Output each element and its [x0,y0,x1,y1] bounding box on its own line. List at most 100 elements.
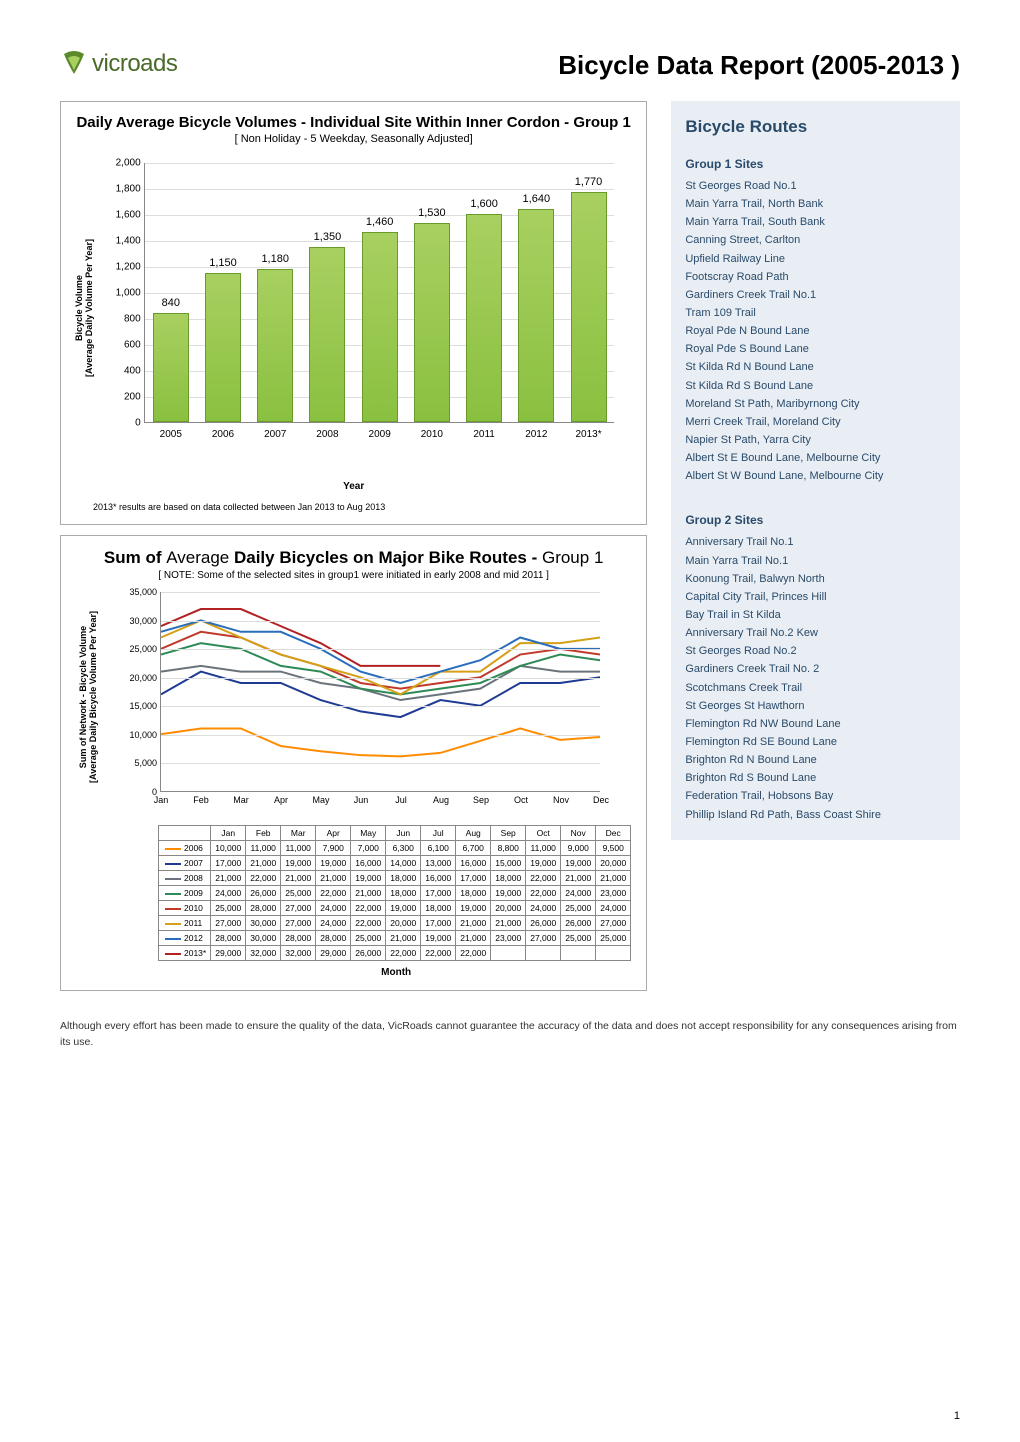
legend-value-cell: 11,000 [526,841,561,856]
chart1-bar-label: 840 [146,297,196,309]
legend-value-cell: 19,000 [561,856,596,871]
chart2-x-label: Month [73,967,634,978]
site-list-item: Bay Trail in St Kilda [685,606,946,624]
site-list-item: Napier St Path, Yarra City [685,431,946,449]
legend-value-cell: 6,100 [421,841,456,856]
legend-value-cell: 22,000 [456,946,491,961]
legend-value-cell: 24,000 [526,901,561,916]
legend-value-cell: 6,300 [386,841,421,856]
site-list-item: Albert St W Bound Lane, Melbourne City [685,467,946,485]
chart1-xtick: 2013* [564,429,614,440]
legend-header-cell: Nov [561,826,596,841]
legend-year-cell: 2009 [159,886,211,901]
site-list-item: Main Yarra Trail No.1 [685,552,946,570]
legend-value-cell [526,946,561,961]
chart1-plot: Bicycle Volume [Average Daily Volume Per… [84,153,624,463]
legend-value-cell: 26,000 [561,916,596,931]
chart1-bar [257,269,293,422]
chart2-xtick: Jul [383,795,419,805]
legend-value-cell: 28,000 [246,901,281,916]
disclaimer-text: Although every effort has been made to e… [60,1019,960,1051]
chart2-xtick: Feb [183,795,219,805]
chart1-xtick: 2005 [146,429,196,440]
site-list-item: Footscray Road Path [685,268,946,286]
site-list-item: Royal Pde S Bound Lane [685,340,946,358]
chart1-xtick: 2006 [198,429,248,440]
legend-value-cell: 28,000 [316,931,351,946]
chart1-xtick: 2007 [250,429,300,440]
legend-value-cell: 19,000 [316,856,351,871]
site-list-item: Flemington Rd NW Bound Lane [685,715,946,733]
legend-value-cell: 19,000 [386,901,421,916]
chart1-bar [309,247,345,423]
chart2-series-line [161,632,600,689]
legend-value-cell: 13,000 [421,856,456,871]
report-title: Bicycle Data Report (2005-2013 ) [558,50,960,81]
legend-value-cell: 18,000 [491,871,526,886]
legend-value-cell: 16,000 [421,871,456,886]
legend-value-cell: 17,000 [421,886,456,901]
site-list-item: Tram 109 Trail [685,304,946,322]
site-list-item: St Kilda Rd S Bound Lane [685,377,946,395]
site-list-item: Royal Pde N Bound Lane [685,322,946,340]
chart1-bar-label: 1,350 [302,231,352,243]
legend-value-cell: 18,000 [421,901,456,916]
legend-value-cell: 10,000 [211,841,246,856]
chart1-ytick: 0 [103,418,141,429]
site-list-item: Phillip Island Rd Path, Bass Coast Shire [685,806,946,824]
legend-value-cell: 29,000 [211,946,246,961]
chart1-bar-label: 1,530 [407,207,457,219]
page-header: vicroads Bicycle Data Report (2005-2013 … [60,50,960,81]
legend-value-cell: 24,000 [316,901,351,916]
legend-value-cell: 21,000 [491,916,526,931]
legend-value-cell: 19,000 [526,856,561,871]
chart2-ytick: 10,000 [119,730,157,740]
chart2-xtick: Sep [463,795,499,805]
chart1-bar-label: 1,600 [459,198,509,210]
site-list-item: Moreland St Path, Maribyrnong City [685,395,946,413]
chart1-ytick: 1,000 [103,288,141,299]
sidebar-title: Bicycle Routes [685,117,946,137]
vicroads-logo: vicroads [60,50,177,78]
chart1-ytick: 1,800 [103,184,141,195]
chart1-bar-label: 1,640 [511,193,561,205]
chart2-plot: Sum of Network - Bicycle Volume [Average… [118,587,608,807]
legend-value-cell: 19,000 [421,931,456,946]
chart2-xtick: Jun [343,795,379,805]
legend-value-cell: 32,000 [281,946,316,961]
group2-site-list: Anniversary Trail No.1Main Yarra Trail N… [685,533,946,823]
chart2-xtick: May [303,795,339,805]
legend-header-cell: Aug [456,826,491,841]
site-list-item: St Georges Road No.1 [685,177,946,195]
chart1-xtick: 2010 [407,429,457,440]
legend-value-cell: 19,000 [491,886,526,901]
chart2-legend-table: JanFebMarAprMayJunJulAugSepOctNovDec2006… [158,825,631,961]
chart2-xtick: Mar [223,795,259,805]
chart2-container: Sum of Average Daily Bicycles on Major B… [60,535,647,991]
site-list-item: Upfield Railway Line [685,250,946,268]
chart1-note: 2013* results are based on data collecte… [73,502,634,512]
chart1-ytick: 1,200 [103,262,141,273]
sidebar: Bicycle Routes Group 1 Sites St Georges … [671,101,960,840]
chart1-container: Daily Average Bicycle Volumes - Individu… [60,101,647,525]
legend-value-cell: 19,000 [281,856,316,871]
legend-value-cell: 30,000 [246,931,281,946]
legend-value-cell: 7,900 [316,841,351,856]
chart2-ytick: 15,000 [119,701,157,711]
chart1-ytick: 400 [103,366,141,377]
legend-value-cell: 21,000 [386,931,421,946]
legend-value-cell: 28,000 [211,931,246,946]
chart2-series-line [161,728,600,756]
legend-value-cell: 27,000 [526,931,561,946]
legend-value-cell: 25,000 [596,931,631,946]
legend-year-cell: 2011 [159,916,211,931]
legend-value-cell: 14,000 [386,856,421,871]
site-list-item: Koonung Trail, Balwyn North [685,570,946,588]
legend-value-cell: 30,000 [246,916,281,931]
legend-value-cell: 20,000 [596,856,631,871]
legend-value-cell: 20,000 [386,916,421,931]
legend-year-cell: 2010 [159,901,211,916]
chart1-title: Daily Average Bicycle Volumes - Individu… [73,114,634,131]
site-list-item: Scotchmans Creek Trail [685,679,946,697]
chart1-bar-label: 1,770 [564,176,614,188]
